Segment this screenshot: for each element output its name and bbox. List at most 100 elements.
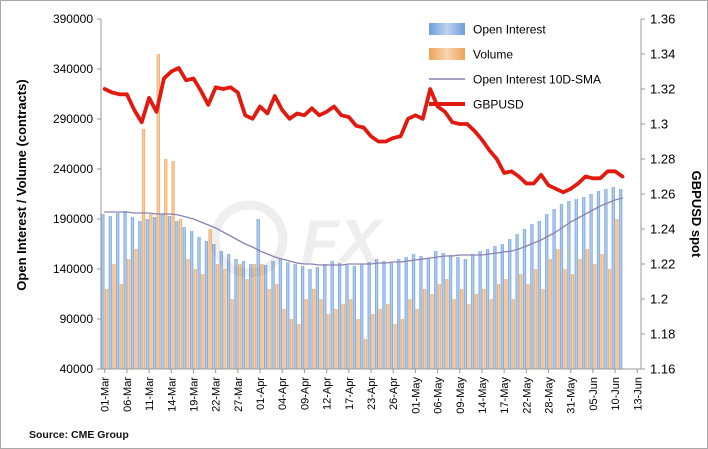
volume-bar (437, 284, 442, 369)
open-interest-bar (485, 249, 490, 369)
volume-bar (215, 264, 220, 369)
open-interest-bar (589, 194, 593, 369)
volume-bar (201, 274, 205, 369)
open-interest-bar (108, 216, 112, 369)
volume-bar (430, 294, 434, 369)
open-interest-bar (619, 189, 623, 369)
open-interest-bar (123, 211, 127, 369)
left-axis-tick-label: 90000 (60, 312, 94, 326)
open-interest-bar (404, 257, 408, 369)
source-note: Source: CME Group (29, 429, 129, 441)
volume-bar (459, 289, 464, 369)
volume-bar (112, 264, 116, 369)
volume-bar (171, 161, 175, 369)
open-interest-bar (360, 264, 364, 369)
legend-item-gbpusd: GBPUSD (429, 98, 524, 112)
open-interest-bar (552, 209, 556, 369)
volume-bar (326, 314, 331, 369)
volume-bar (275, 284, 279, 369)
left-axis-tick-label: 240000 (53, 162, 93, 176)
volume-bar (607, 269, 612, 369)
open-interest-bar (101, 214, 105, 369)
x-axis-tick-label: 04-Apr (277, 377, 289, 410)
open-interest-bar (611, 187, 615, 369)
open-interest-bar (426, 258, 430, 369)
volume-bar (149, 214, 153, 369)
left-axis-tick-label: 390000 (53, 12, 93, 26)
left-axis-tick-label: 290000 (53, 112, 93, 126)
x-axis-tick-label: 13-Jun (632, 377, 644, 411)
open-interest-bar (227, 254, 231, 369)
volume-bar (393, 324, 397, 369)
volume-bar (526, 284, 530, 369)
open-interest-bar (300, 266, 305, 369)
volume-bar (615, 219, 619, 369)
right-axis-tick-label: 1.32 (650, 82, 675, 97)
open-interest-bar (345, 265, 349, 369)
x-axis-tick-label: 22-May (521, 377, 533, 414)
open-interest-bar (567, 201, 571, 369)
open-interest-legend-swatch-icon (429, 23, 465, 35)
x-axis-tick-label: 01-May (410, 377, 422, 414)
open-interest-bar (234, 259, 238, 369)
x-axis-tick-label: 11-Mar (144, 377, 156, 411)
open-interest-bar (530, 224, 534, 369)
volume-bar (378, 309, 382, 369)
volume-bar (385, 304, 390, 369)
volume-bar (356, 319, 360, 369)
volume-bar (408, 299, 412, 369)
gbpusd-line (102, 66, 625, 195)
open-interest-bar (278, 259, 283, 369)
open-interest-bar (337, 263, 342, 369)
open-interest-bar (308, 269, 312, 369)
volume-bar (578, 259, 582, 369)
open-interest-bar (116, 213, 120, 369)
volume-bar (341, 304, 345, 369)
open-interest-bar (508, 239, 512, 369)
open-interest-bar (241, 261, 246, 369)
volume-bar (319, 299, 323, 369)
right-axis-tick-label: 1.22 (650, 257, 675, 272)
volume-bar (178, 219, 183, 369)
right-axis-tick-label: 1.24 (650, 222, 675, 237)
volume-bar (511, 299, 515, 369)
volume-bar (445, 279, 449, 369)
x-axis-tick-label: 31-May (566, 377, 578, 414)
legend-label: GBPUSD (473, 98, 524, 112)
right-axis-tick-label: 1.36 (650, 12, 675, 27)
open-interest-bar (419, 256, 423, 369)
volume-bar (208, 229, 212, 369)
open-interest-bar (330, 261, 334, 369)
volume-bar (260, 264, 264, 369)
open-interest-bar (263, 265, 268, 369)
legend-item-open-interest: Open Interest (429, 23, 546, 37)
open-interest-bar (182, 227, 186, 369)
x-axis-tick-label: 09-Apr (299, 377, 311, 410)
volume-bar (127, 259, 131, 369)
x-axis-tick-label: 09-May (455, 377, 467, 414)
open-interest-bar (389, 263, 393, 369)
volume-bar (297, 324, 301, 369)
x-axis-tick-label: 17-Apr (344, 377, 356, 410)
open-interest-bar (190, 231, 194, 369)
open-interest-bar (411, 254, 416, 369)
right-axis-tick-label: 1.2 (650, 292, 668, 307)
open-interest-bar (522, 229, 527, 369)
x-axis-tick-label: 06-May (433, 377, 445, 414)
volume-bar (334, 309, 338, 369)
volume-bar (252, 264, 257, 369)
open-interest-bar (463, 259, 467, 369)
x-axis-tick-label: 14-May (477, 377, 489, 414)
open-interest-bar (167, 216, 172, 369)
volume-bar (312, 289, 316, 369)
volume-bar (482, 289, 486, 369)
open-interest-bar (397, 259, 401, 369)
open-interest-bar (493, 246, 497, 369)
watermark: FX (210, 200, 384, 278)
volume-bar (223, 269, 227, 369)
open-interest-bar (197, 237, 201, 369)
open-interest-bar (448, 255, 453, 369)
volume-bar (193, 269, 197, 369)
open-interest-bar (596, 191, 601, 369)
